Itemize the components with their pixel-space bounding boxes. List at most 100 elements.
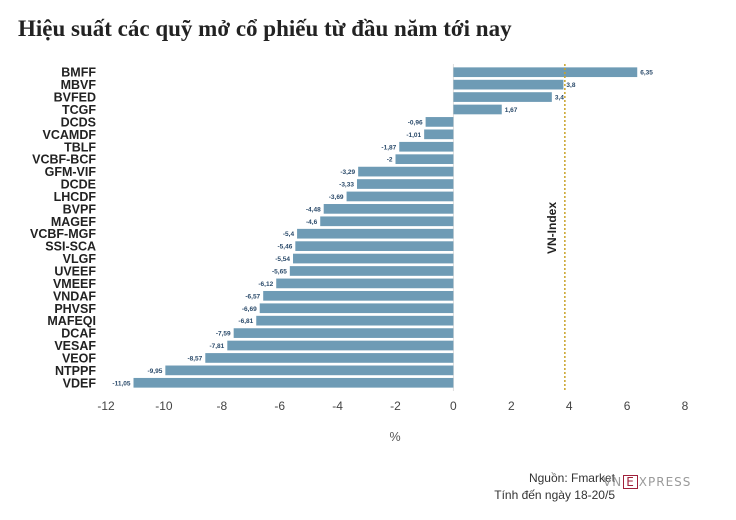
category-label: LHCDF	[54, 190, 97, 204]
chart-footer: Nguồn: Fmarket Tính đến ngày 18-20/5	[470, 470, 615, 504]
value-label: -7,81	[209, 343, 224, 350]
x-tick-label: -4	[332, 399, 343, 413]
bar-vcamdf	[424, 129, 454, 140]
x-tick-label: 8	[682, 399, 689, 413]
category-label: VCBF-BCF	[32, 153, 96, 167]
category-label: PHVSF	[54, 302, 96, 316]
category-label: VLGF	[63, 252, 97, 266]
bar-gfm-vif	[358, 166, 454, 177]
category-label: TCGF	[62, 103, 96, 117]
bar-uveef	[289, 266, 454, 276]
bar-ntppf	[165, 365, 454, 376]
x-tick-label: 0	[450, 399, 457, 413]
bar-veof	[205, 353, 454, 363]
value-label: -5,4	[283, 231, 295, 238]
category-label: VEOF	[62, 351, 96, 365]
value-label: -6,81	[238, 318, 253, 325]
date-note: Tính đến ngày 18-20/5	[494, 488, 615, 502]
x-tick-label: 2	[508, 399, 515, 413]
bar-dcde	[356, 179, 454, 189]
value-label: 6,35	[640, 70, 653, 77]
value-label: -6,12	[258, 281, 273, 288]
value-label: -4,48	[306, 206, 321, 213]
category-label: MAGEF	[51, 215, 97, 229]
value-label: -5,46	[278, 244, 293, 251]
category-label: VNDAF	[53, 289, 96, 303]
category-label: MBVF	[61, 78, 97, 92]
category-label: VESAF	[54, 339, 96, 353]
category-label: UVEEF	[54, 264, 96, 278]
category-label: TBLF	[64, 140, 96, 154]
value-label: -6,69	[242, 306, 257, 313]
bar-dcds	[425, 117, 454, 127]
value-label: -5,54	[275, 256, 290, 263]
bar-magef	[320, 216, 454, 227]
value-label: -3,69	[329, 194, 344, 201]
bar-lhcdf	[346, 191, 454, 202]
logo-prefix: VN	[603, 475, 623, 489]
bar-vesaf	[227, 340, 454, 351]
bar-dcaf	[233, 328, 454, 338]
category-label: GFM-VIF	[45, 165, 97, 179]
chart-title: Hiệu suất các quỹ mở cổ phiếu từ đầu năm…	[18, 16, 512, 41]
category-label: VCBF-MGF	[30, 227, 96, 241]
logo-suffix: XPRESS	[638, 475, 692, 489]
category-label: VMEEF	[53, 277, 96, 291]
bar-mafeqi	[256, 315, 454, 326]
value-label: -1,01	[406, 132, 421, 139]
bar-bvfed	[453, 92, 552, 102]
value-label: -8,57	[187, 355, 202, 362]
bar-mbvf	[453, 79, 564, 90]
category-label: DCDS	[61, 115, 96, 129]
value-label: -11,05	[112, 380, 130, 387]
x-axis-label: %	[389, 430, 400, 444]
source-note: Nguồn: Fmarket	[528, 471, 615, 485]
value-label: -3,33	[339, 182, 354, 189]
category-label: SSI-SCA	[45, 240, 96, 254]
value-label: -4,6	[306, 219, 318, 226]
category-label: VDEF	[63, 376, 97, 390]
bar-bmff	[453, 67, 638, 78]
category-label: BVFED	[54, 91, 96, 105]
value-label: -0,96	[408, 119, 423, 126]
value-label: -3,29	[340, 169, 355, 176]
bar-vndaf	[263, 290, 454, 301]
bar-ssi-sca	[295, 241, 454, 251]
value-label: -2	[387, 157, 393, 164]
value-label: -5,65	[272, 268, 287, 275]
value-label: -6,57	[245, 293, 260, 300]
x-tick-label: -12	[97, 399, 115, 413]
category-label: DCDE	[61, 178, 96, 192]
value-label: -7,59	[216, 331, 231, 338]
logo-mark: E	[623, 475, 638, 489]
category-label: NTPPF	[55, 364, 96, 378]
x-tick-label: 6	[624, 399, 631, 413]
x-tick-label: -10	[155, 399, 173, 413]
bar-tcgf	[453, 104, 502, 115]
bar-vmeef	[276, 278, 454, 289]
x-tick-label: -8	[216, 399, 227, 413]
value-label: -9,95	[148, 368, 163, 375]
reference-label: VN-Index	[545, 202, 559, 254]
category-label: BMFF	[61, 66, 96, 80]
bar-vcbf-mgf	[297, 228, 454, 239]
x-tick-label: -6	[274, 399, 285, 413]
bar-vdef	[133, 377, 454, 388]
category-label: MAFEQI	[47, 314, 96, 328]
value-label: 1,67	[505, 107, 518, 114]
bar-tblf	[399, 141, 454, 152]
x-tick-label: 4	[566, 399, 573, 413]
category-label: DCAF	[61, 327, 96, 341]
value-label: 3,8	[566, 82, 575, 89]
bar-vcbf-bcf	[395, 154, 454, 165]
vnexpress-logo: VN E XPRESS	[603, 475, 691, 489]
category-label: BVPF	[63, 202, 97, 216]
value-label: -1,87	[381, 144, 396, 151]
bar-chart: BMFF 6,35 MBVF 3,8 BVFED 3,4 TCGF 1,67 DCDS -0,96…	[30, 64, 689, 444]
x-tick-label: -2	[390, 399, 401, 413]
value-label: 3,4	[555, 95, 564, 102]
bar-vlgf	[293, 253, 454, 264]
category-label: VCAMDF	[43, 128, 97, 142]
bar-bvpf	[323, 204, 454, 214]
bar-phvsf	[259, 303, 454, 314]
